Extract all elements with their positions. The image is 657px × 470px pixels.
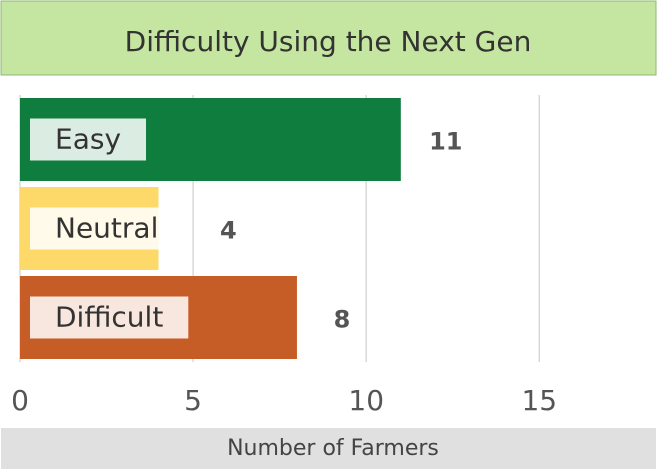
x-tick-label: 5 [184,384,202,417]
x-label-bar [1,428,656,469]
category-label-box [30,296,189,339]
x-tick-label: 0 [11,384,29,417]
category-label-box [30,207,184,250]
x-axis-label: Number of Farmers [227,436,439,461]
title-bar [0,0,657,76]
x-tick-label: 10 [348,384,384,417]
value-label: 8 [334,306,351,334]
category-label: Easy [55,123,121,156]
category-label: Difficult [55,301,163,334]
value-label: 4 [220,217,237,245]
chart-title: Difficulty Using the Next Gen [125,25,532,58]
value-label: 11 [429,128,462,156]
x-tick-label: 15 [521,384,557,417]
category-label-box [30,118,147,161]
category-label: Neutral [55,212,158,245]
